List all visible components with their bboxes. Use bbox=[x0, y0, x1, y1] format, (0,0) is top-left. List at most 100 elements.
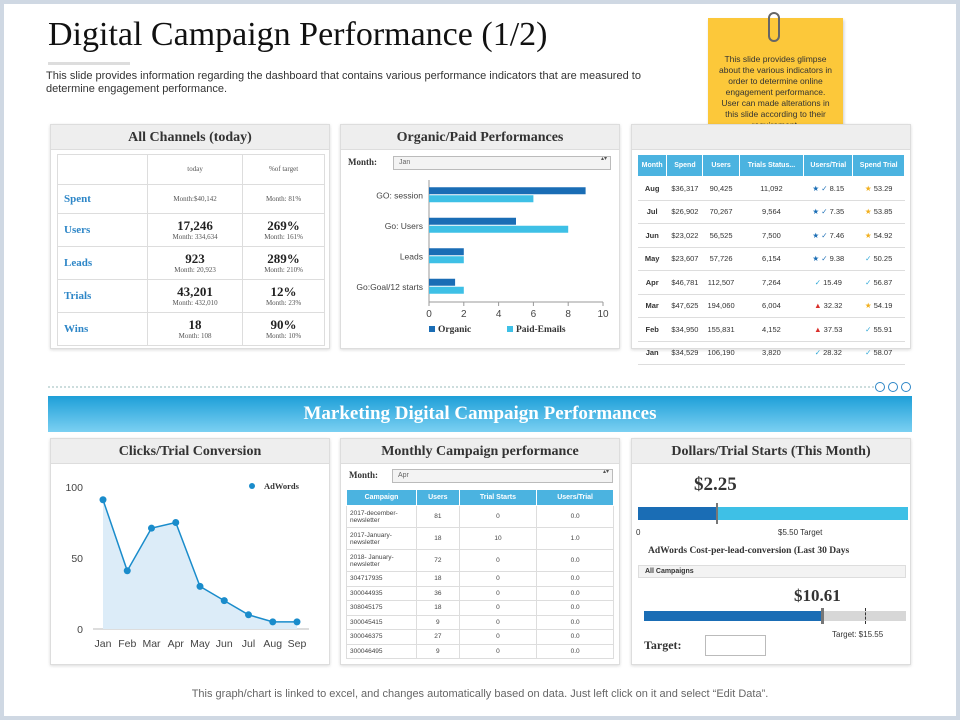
data-point bbox=[99, 496, 107, 504]
legend-label: Organic bbox=[438, 325, 471, 335]
status-icon: ✓ bbox=[865, 324, 872, 334]
data-point bbox=[220, 597, 228, 605]
row-label: Users bbox=[57, 213, 148, 247]
status-icon: ★ ✓ bbox=[812, 183, 828, 193]
bar-paid-emails bbox=[429, 225, 569, 233]
gauge-target-line bbox=[865, 608, 866, 624]
cpl-value: $10.61 bbox=[794, 586, 841, 605]
table-row: 308045175 18 0 0.0 bbox=[346, 600, 614, 616]
section-banner: Marketing Digital Campaign Performances bbox=[48, 396, 912, 432]
status-icon: ★ bbox=[864, 230, 872, 240]
x-tick-label: 6 bbox=[531, 309, 537, 320]
status-icon: ★ ✓ bbox=[812, 207, 828, 217]
x-tick-label: Jan bbox=[95, 638, 112, 650]
gauge-scale-zero: 0 bbox=[636, 528, 641, 537]
monthly-metrics-table: Month Spend Users Trials Status... Users… bbox=[636, 154, 905, 365]
all-channels-table: today %of target Spent Month:$40,142 Month… bbox=[57, 154, 325, 346]
all-channels-title: All Channels (today) bbox=[51, 125, 329, 150]
month-label: Month: bbox=[348, 157, 377, 167]
bar-paid-emails bbox=[429, 195, 534, 203]
row-label: Spent bbox=[57, 184, 148, 214]
cpl-gauge-fill bbox=[644, 611, 823, 621]
x-tick-label: Sep bbox=[288, 638, 307, 650]
table-row: Jan $34,529 106,190 3,820 ✓ 28.32 ✓ 58.07 bbox=[637, 341, 905, 365]
legend-label: AdWords bbox=[264, 481, 300, 491]
table-row: Aug $36,317 90,425 11,092 ★ ✓ 8.15 ★ 53.29 bbox=[637, 176, 905, 201]
table-row: 300046495 9 0 0.0 bbox=[346, 643, 614, 659]
target-cell: 269% Month: 161% bbox=[242, 213, 325, 247]
status-icon: ✓ bbox=[814, 348, 821, 358]
col-header: Spend Trial bbox=[852, 154, 905, 177]
col-header: Campaign bbox=[346, 489, 417, 506]
status-icon: ✓ bbox=[814, 277, 821, 287]
col-header: Users bbox=[702, 154, 740, 177]
table-row: Mar $47,625 194,060 6,004 ▲ 32.32 ★ 54.19 bbox=[637, 294, 905, 318]
data-point bbox=[269, 618, 277, 626]
legend-swatch bbox=[249, 483, 255, 489]
pager-dot bbox=[888, 382, 898, 392]
col-header: Users/Trial bbox=[536, 489, 614, 506]
status-icon: ★ ✓ bbox=[812, 254, 828, 264]
month-select[interactable]: Jan bbox=[393, 156, 611, 170]
col-header: Spend bbox=[666, 154, 704, 177]
campaign-table: Campaign Users Trial Starts Users/Trial … bbox=[346, 489, 614, 659]
col-header: Users/Trial bbox=[803, 154, 854, 177]
x-tick-label: 2 bbox=[461, 309, 467, 320]
target-input[interactable] bbox=[705, 635, 766, 656]
status-icon: ▲ bbox=[814, 324, 822, 334]
campaign-month-label: Month: bbox=[349, 470, 378, 480]
category-label: Leads bbox=[400, 251, 423, 261]
y-tick-label: 50 bbox=[71, 553, 83, 565]
data-point bbox=[245, 611, 252, 619]
page-title: Digital Campaign Performance (1/2) bbox=[48, 16, 548, 53]
clicks-trial-panel: Clicks/Trial Conversion 0 50 100 Jan Feb Mar A… bbox=[50, 438, 330, 665]
col-header-today: today bbox=[146, 154, 244, 185]
corner-cell bbox=[57, 154, 148, 185]
x-tick-label: 4 bbox=[496, 309, 502, 320]
monthly-metrics-header bbox=[632, 125, 910, 150]
campaign-month-select[interactable]: Apr bbox=[392, 469, 613, 483]
status-icon: ★ bbox=[864, 183, 872, 193]
table-row: 2018- January-newsletter 72 0 0.0 bbox=[346, 549, 614, 572]
bar-organic bbox=[429, 278, 456, 286]
organic-paid-title: Organic/Paid Performances bbox=[341, 125, 619, 150]
bar-paid-emails bbox=[429, 256, 464, 264]
legend-label: Paid-Emails bbox=[516, 325, 566, 335]
table-row: 2017-december-newsletter 81 0 0.0 bbox=[346, 505, 614, 528]
monthly-campaign-panel: Monthly Campaign performance Month: Apr … bbox=[340, 438, 620, 665]
today-cell: 923 Month: 20,923 bbox=[146, 246, 244, 280]
cpl-heading: AdWords Cost-per-lead-conversion (Last 3… bbox=[648, 546, 850, 556]
status-icon: ✓ bbox=[865, 277, 872, 287]
gauge-marker bbox=[716, 503, 718, 524]
cost-value: $2.25 bbox=[694, 474, 737, 495]
table-row: Feb $34,950 155,831 4,152 ▲ 37.53 ✓ 55.91 bbox=[637, 317, 905, 342]
section-divider bbox=[48, 386, 874, 388]
table-row: 2017-January-newsletter 18 10 1.0 bbox=[346, 527, 614, 550]
bar-organic bbox=[429, 248, 464, 256]
target-cell: 289% Month: 210% bbox=[242, 246, 325, 280]
x-tick-label: 8 bbox=[565, 309, 571, 320]
col-header: Month bbox=[636, 154, 668, 177]
sticky-note-text: This slide provides glimpse about the va… bbox=[719, 54, 832, 130]
dollars-trial-panel: Dollars/Trial Starts (This Month) $2.25 … bbox=[631, 438, 911, 665]
clicks-trial-area-chart: 0 50 100 Jan Feb Mar Apr May Jun Jul Aug Sep AdWords bbox=[65, 481, 309, 650]
data-point bbox=[196, 582, 204, 590]
data-point bbox=[123, 567, 131, 575]
pager-dot bbox=[901, 382, 911, 392]
title-underline bbox=[48, 62, 130, 65]
data-point bbox=[293, 618, 301, 626]
col-header: Trials Status... bbox=[738, 154, 805, 177]
table-row: 300044935 36 0 0.0 bbox=[346, 585, 614, 601]
target-cell: 90% Month: 10% bbox=[242, 312, 325, 346]
status-icon: ★ bbox=[864, 301, 872, 311]
campaign-filter[interactable]: All Campaigns bbox=[638, 565, 906, 578]
col-header: Trial Starts bbox=[458, 489, 538, 506]
x-tick-label: Apr bbox=[168, 638, 185, 650]
area-fill bbox=[103, 499, 297, 629]
cost-gauge bbox=[638, 503, 908, 524]
monthly-metrics-panel: Month Spend Users Trials Status... Users… bbox=[631, 124, 911, 365]
x-tick-label: Mar bbox=[142, 638, 161, 650]
gauge-marker bbox=[821, 608, 824, 624]
data-point bbox=[148, 524, 155, 532]
col-header: Users bbox=[416, 489, 460, 506]
